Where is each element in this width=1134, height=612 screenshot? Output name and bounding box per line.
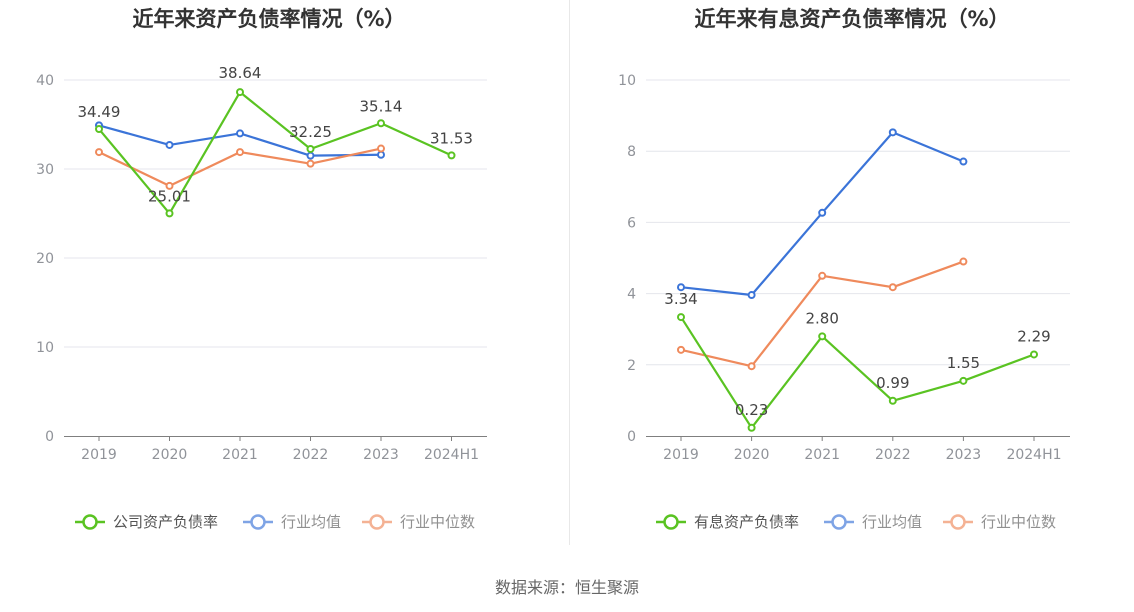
x-tick-label: 2021 <box>222 447 258 463</box>
data-label: 3.34 <box>664 290 697 308</box>
data-point-company <box>1030 350 1038 359</box>
series-line-company <box>680 316 1035 429</box>
y-tick-label: 40 <box>36 73 54 89</box>
y-tick-label: 0 <box>45 429 54 445</box>
y-tick-label: 10 <box>36 340 54 356</box>
legend-marker <box>82 514 98 530</box>
data-point-company <box>747 423 756 432</box>
y-tick-label: 30 <box>36 162 54 178</box>
data-point-avg <box>959 157 968 166</box>
x-tick-label: 2024H1 <box>1006 447 1061 463</box>
y-tick-label: 2 <box>627 358 636 374</box>
x-tick-label: 2022 <box>293 447 329 463</box>
legend-label: 行业均值 <box>862 513 922 531</box>
legend-item-median: 行业中位数 <box>943 513 1056 531</box>
data-label: 0.99 <box>876 374 909 392</box>
data-point-avg <box>165 140 174 149</box>
legend-marker <box>369 514 385 530</box>
x-tick-label: 2023 <box>946 447 982 463</box>
x-tick-label: 2020 <box>734 447 770 463</box>
legend-label: 行业均值 <box>281 513 341 531</box>
legend-marker <box>950 514 966 530</box>
data-point-median <box>888 283 897 292</box>
data-label: 32.25 <box>289 123 332 141</box>
y-tick-label: 0 <box>627 429 636 445</box>
data-point-median <box>306 159 315 168</box>
data-point-avg <box>747 291 756 300</box>
y-tick-label: 4 <box>627 287 636 303</box>
x-tick-label: 2024H1 <box>424 447 479 463</box>
data-label: 31.53 <box>430 129 473 147</box>
chart-title: 近年来资产负债率情况（%） <box>132 7 405 31</box>
y-tick-label: 10 <box>618 73 636 89</box>
data-label: 35.14 <box>360 97 403 115</box>
legend-item-avg: 行业均值 <box>824 513 922 531</box>
data-point-company <box>677 313 685 322</box>
chart-title: 近年来有息资产负债率情况（%） <box>694 7 1009 31</box>
data-point-median <box>236 148 244 157</box>
data-point-company <box>447 151 456 160</box>
legend-marker <box>250 514 266 530</box>
chart-panel-1: 近年来资产负债率情况（%） 0 10 20 30 40 2019 2020 2021 2022 20… <box>36 7 487 531</box>
legend-item-median: 行业中位数 <box>362 513 475 531</box>
x-tick-label: 2020 <box>152 447 188 463</box>
x-tick-label: 2021 <box>804 447 840 463</box>
data-source: 数据来源：恒生聚源 <box>494 578 639 597</box>
data-point-avg <box>677 283 685 292</box>
data-point-avg <box>236 129 244 138</box>
x-tick-label: 2023 <box>363 447 399 463</box>
data-label: 0.23 <box>735 401 768 419</box>
data-point-median <box>818 271 827 280</box>
data-point-company <box>959 376 968 385</box>
data-point-company <box>377 119 385 128</box>
data-label: 1.55 <box>947 354 980 372</box>
legend-marker <box>831 514 847 530</box>
data-label: 2.29 <box>1017 327 1050 345</box>
legend-marker <box>663 514 679 530</box>
data-point-median <box>677 345 685 354</box>
x-tick-label: 2022 <box>875 447 911 463</box>
data-point-company <box>306 144 315 153</box>
legend-item-company: 公司资产负债率 <box>75 513 218 531</box>
data-point-median <box>165 181 174 190</box>
legend-label: 公司资产负债率 <box>113 513 218 531</box>
data-point-company <box>236 88 244 97</box>
data-point-avg <box>888 128 897 137</box>
legend-item-avg: 行业均值 <box>243 513 341 531</box>
data-point-company <box>818 332 827 341</box>
data-label: 38.64 <box>219 64 262 82</box>
y-tick-label: 20 <box>36 251 54 267</box>
data-point-company <box>165 209 174 218</box>
legend-label: 行业中位数 <box>981 513 1056 531</box>
data-point-median <box>95 148 103 157</box>
x-tick-label: 2019 <box>81 447 117 463</box>
data-point-avg <box>306 151 315 160</box>
data-point-company <box>888 396 897 405</box>
data-point-avg <box>377 150 385 159</box>
data-point-median <box>377 144 385 153</box>
legend-item-company: 有息资产负债率 <box>656 513 799 531</box>
data-point-avg <box>818 208 827 217</box>
legend-label: 行业中位数 <box>400 513 475 531</box>
legend-label: 有息资产负债率 <box>694 513 799 531</box>
data-label: 25.01 <box>148 187 191 205</box>
data-point-company <box>95 125 103 134</box>
data-label: 2.80 <box>805 309 838 327</box>
data-point-median <box>747 362 756 371</box>
data-point-median <box>959 257 968 266</box>
y-tick-label: 8 <box>627 144 636 160</box>
series-line-company <box>98 91 452 215</box>
chart-panel-2: 近年来有息资产负债率情况（%） 0 2 4 6 8 10 2019 2020 2021 2022 20… <box>618 7 1070 531</box>
y-tick-label: 6 <box>627 215 636 231</box>
x-tick-label: 2019 <box>663 447 699 463</box>
data-label: 34.49 <box>78 103 121 121</box>
